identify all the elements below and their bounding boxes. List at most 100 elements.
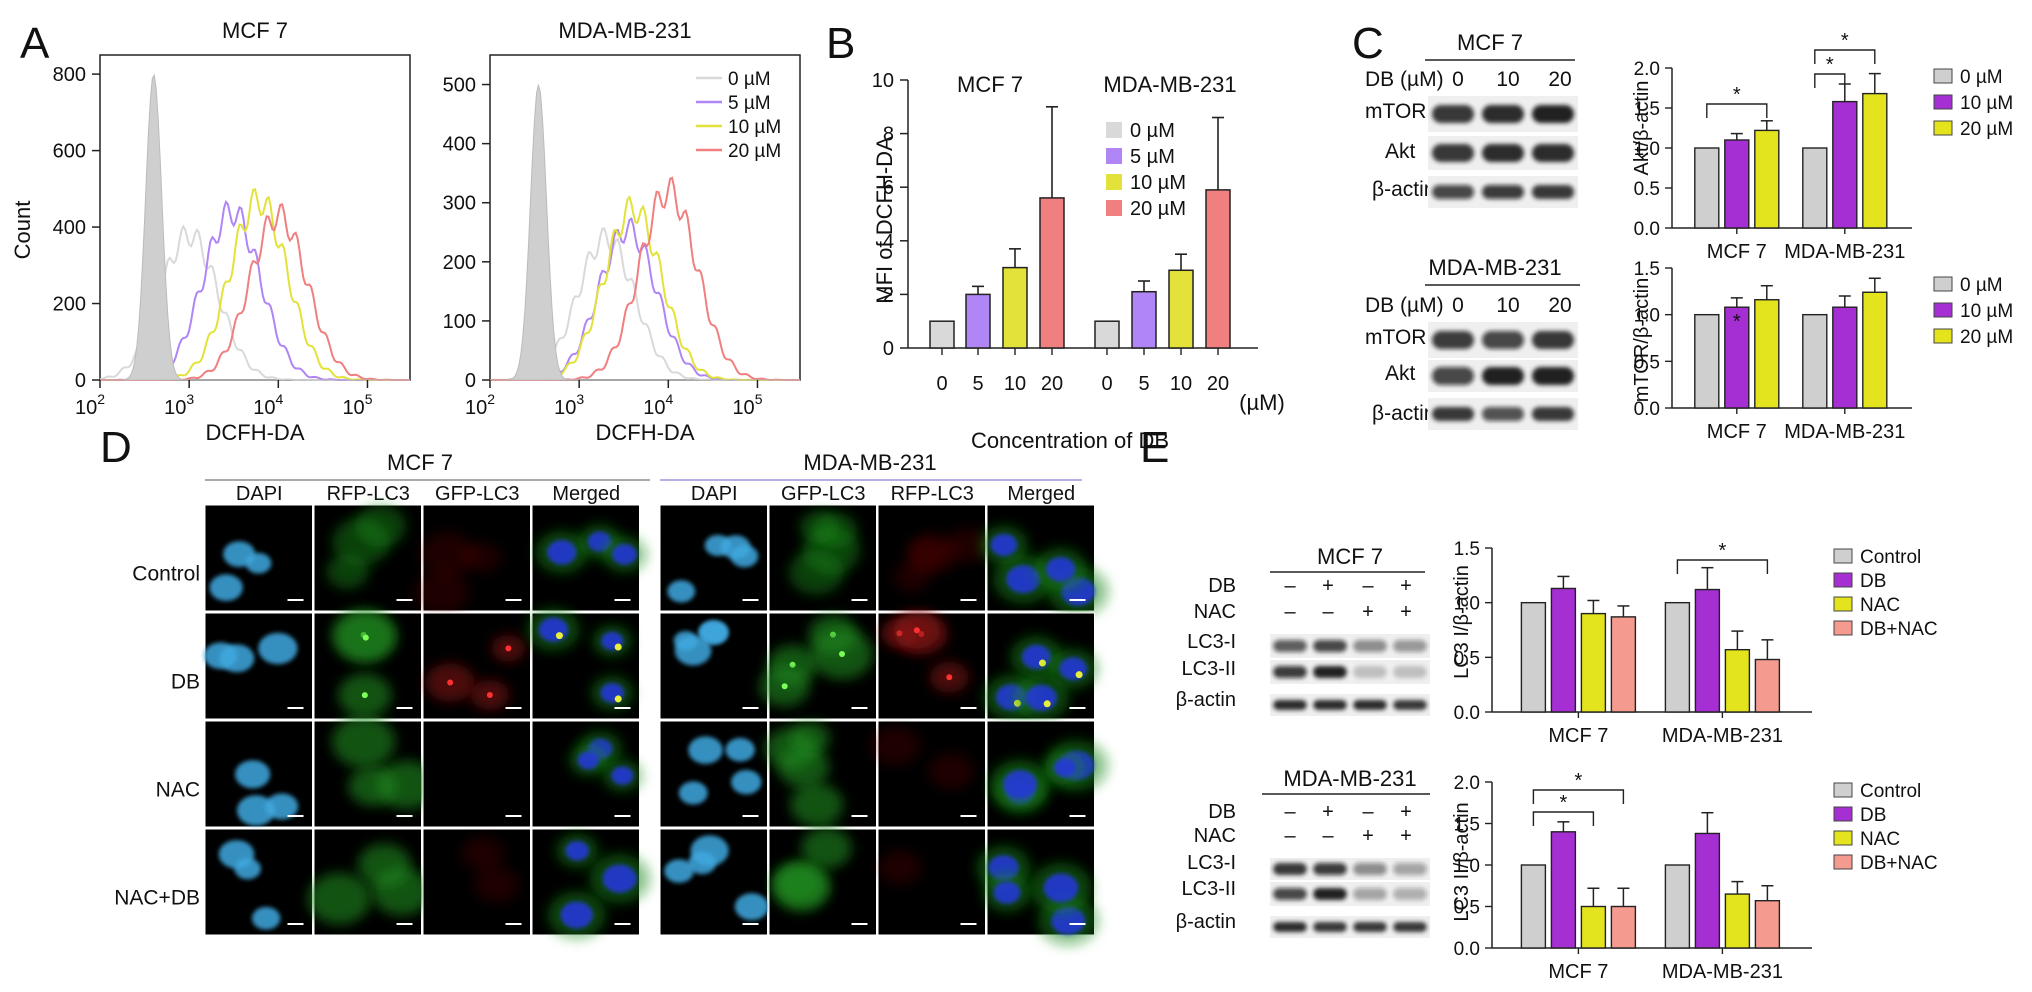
ytick-label: 0.5 — [1634, 179, 1660, 200]
blot-band — [1432, 105, 1474, 123]
d-nucleus — [611, 766, 634, 785]
legend-label: 10 µM — [1960, 301, 2013, 322]
d-puncta — [839, 651, 846, 658]
group-label: MDA-MB-231 — [1784, 421, 1905, 443]
sig-star: * — [1826, 54, 1834, 76]
group-label: MCF 7 — [1707, 241, 1767, 263]
a-legend-label: 5 µM — [728, 93, 771, 114]
blot-band — [1313, 640, 1347, 652]
e-sign: + — [1400, 825, 1412, 847]
b-bar — [1039, 197, 1065, 349]
d-nucleus — [731, 770, 762, 795]
blot-band — [1273, 640, 1307, 652]
d-col-header: RFP-LC3 — [891, 483, 974, 505]
sig-bracket — [1814, 73, 1846, 88]
d-nucleus — [203, 642, 238, 670]
bar — [1802, 147, 1828, 229]
d-col-header: DAPI — [236, 483, 283, 505]
ytick-label: 0.5 — [1454, 898, 1480, 919]
c2-row-actin: β-actin — [1372, 402, 1435, 425]
b-ytick-label: 2 — [883, 284, 894, 306]
d-nucleus — [725, 737, 755, 762]
a-legend-label: 0 µM — [728, 69, 771, 90]
b-legend-swatch — [1106, 122, 1122, 138]
e-sign: – — [1362, 801, 1374, 823]
d-nucleus — [993, 881, 1021, 904]
legend-swatch — [1933, 328, 1953, 344]
group-label: MDA-MB-231 — [1662, 725, 1783, 747]
e-sign: – — [1284, 801, 1296, 823]
b-xtick-label: 5 — [972, 373, 983, 395]
d-nucleus — [1002, 770, 1038, 799]
c1-row-actin: β-actin — [1372, 178, 1435, 201]
c2-dose-1: 10 — [1496, 294, 1519, 317]
a-ytick-label: 800 — [53, 64, 86, 86]
legend-swatch — [1833, 596, 1853, 612]
d-puncta — [781, 683, 788, 690]
blot-membrane — [1270, 916, 1430, 938]
b-legend-label: 0 µM — [1130, 120, 1175, 142]
blot-membrane — [1270, 858, 1430, 880]
d-green-signal — [773, 866, 829, 912]
blot-band — [1393, 700, 1427, 710]
legend-label: Control — [1860, 547, 1921, 568]
d-puncta — [447, 679, 454, 686]
b-bar — [1168, 269, 1194, 349]
a-xtick-label: 105 — [342, 391, 372, 419]
legend-label: NAC — [1860, 829, 1900, 850]
ytick-label: 0.0 — [1634, 399, 1660, 420]
panel-e-charts: LC3 I/β-actin LC3 II/β-actin 0.0 0.5 1.0 1.… — [1451, 539, 1938, 983]
legend-swatch — [1933, 302, 1953, 318]
ytick-label: 1.5 — [1634, 259, 1660, 280]
panel-label-d: D — [100, 423, 132, 472]
e1-row-nac: NAC — [1194, 601, 1236, 623]
ytick-label: 0.0 — [1634, 219, 1660, 240]
e-sign: – — [1284, 575, 1296, 597]
b-group-title-mda: MDA-MB-231 — [1103, 72, 1236, 97]
d-puncta — [1075, 671, 1083, 679]
blot-band — [1482, 331, 1524, 349]
d-red-signal — [473, 866, 520, 903]
a-xtick-label: 103 — [164, 391, 194, 419]
bar — [1580, 612, 1607, 713]
d-puncta — [1043, 700, 1051, 708]
bar — [1520, 601, 1547, 713]
d-nucleus — [560, 901, 593, 929]
legend-swatch — [1833, 548, 1853, 564]
b-ytick-label: 8 — [883, 124, 894, 146]
sig-star: * — [1733, 311, 1741, 333]
e-sign: + — [1362, 601, 1374, 623]
d-green-signal — [790, 783, 844, 827]
bar — [1610, 616, 1637, 713]
c2-dose-2: 20 — [1548, 294, 1571, 317]
a-xtick-label: 104 — [643, 391, 673, 419]
blot-band — [1313, 888, 1347, 900]
e-sign: – — [1322, 601, 1334, 623]
ytick-label: 0.0 — [1454, 939, 1480, 960]
d-nucleus — [1006, 564, 1041, 594]
d-nucleus — [1053, 758, 1077, 778]
blot-band — [1353, 640, 1387, 652]
a-ytick-label: 200 — [53, 294, 86, 316]
blot-band — [1353, 863, 1387, 875]
panel-c-charts: Akt/β-actin mTOR/β-actin 0.0 0.5 1.0 1.5 2.0… — [1631, 30, 2013, 443]
bar — [1694, 313, 1720, 409]
b-ytick-label: 0 — [883, 338, 894, 360]
a-xtick-label: 103 — [554, 391, 584, 419]
legend-label: 0 µM — [1960, 67, 2003, 88]
legend-swatch — [1833, 572, 1853, 588]
legend-swatch — [1933, 94, 1953, 110]
c2-row-mtor: mTOR — [1365, 326, 1426, 349]
bar — [1664, 601, 1691, 713]
bar — [1832, 100, 1858, 229]
legend-swatch — [1833, 782, 1853, 798]
d-micrograph — [422, 720, 531, 828]
c2-row-akt: Akt — [1385, 362, 1416, 385]
legend-label: DB — [1860, 805, 1886, 826]
d-nucleus — [577, 751, 600, 770]
panel-label-a: A — [20, 19, 50, 68]
group-label: MCF 7 — [1548, 961, 1608, 983]
ytick-label: 1.0 — [1634, 306, 1660, 327]
blot-band — [1393, 888, 1427, 900]
